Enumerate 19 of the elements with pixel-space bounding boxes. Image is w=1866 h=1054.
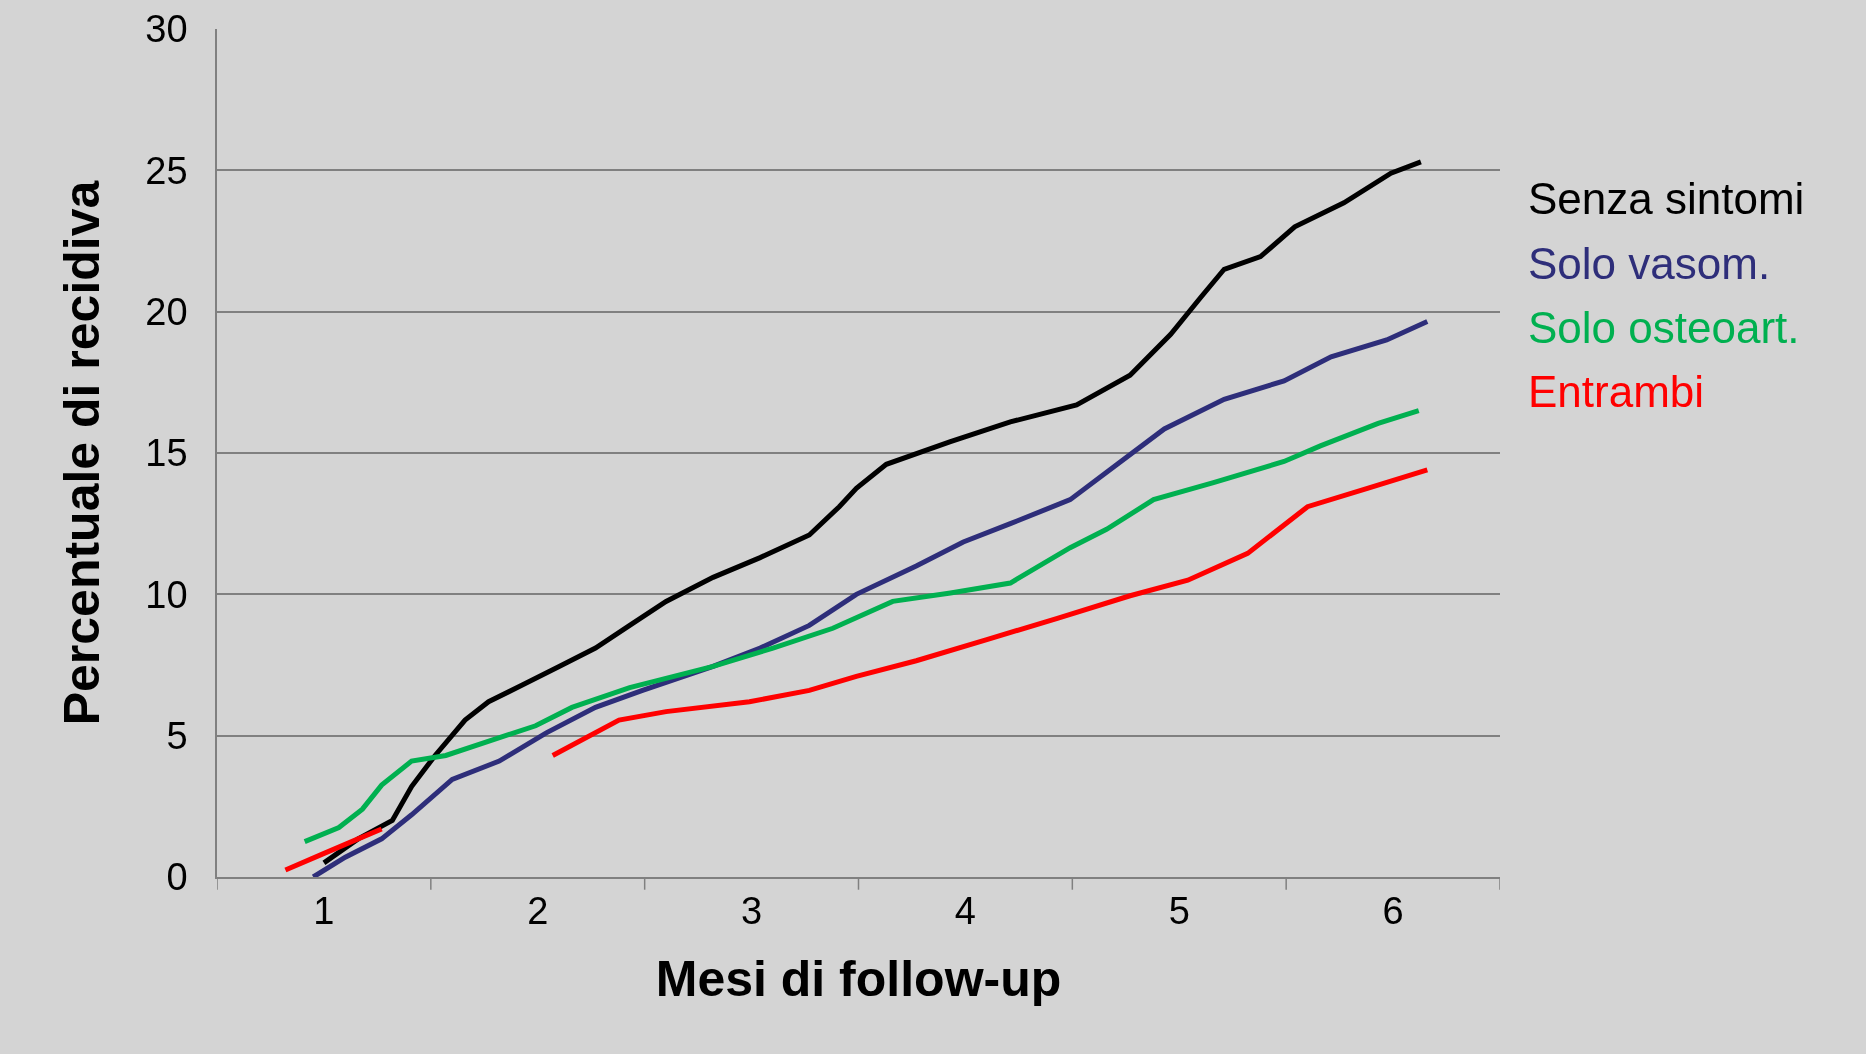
x-tick-label: 3 <box>741 890 763 933</box>
x-tick-label: 6 <box>1382 890 1404 933</box>
x-tick-label: 1 <box>313 890 335 933</box>
text: Senza sintomi <box>1528 174 1805 223</box>
y-tick-label: 5 <box>166 714 188 757</box>
text: Solo osteoart. <box>1528 303 1800 352</box>
y-axis-title: Percentuale di recidiva <box>53 179 110 726</box>
y-tick-label: 20 <box>145 290 188 333</box>
x-tick-label: 5 <box>1168 890 1190 933</box>
y-tick-label: 10 <box>145 573 188 616</box>
x-tick-label: 4 <box>954 890 976 933</box>
text: Solo vasom. <box>1528 239 1771 288</box>
y-tick-label: 25 <box>145 149 188 192</box>
y-tick-label: 15 <box>145 432 188 475</box>
y-tick-label: 30 <box>145 8 188 51</box>
text: Entrambi <box>1528 367 1705 416</box>
x-axis-title: Mesi di follow-up <box>655 951 1062 1008</box>
y-tick-label: 0 <box>166 856 188 899</box>
x-tick-label: 2 <box>527 890 549 933</box>
